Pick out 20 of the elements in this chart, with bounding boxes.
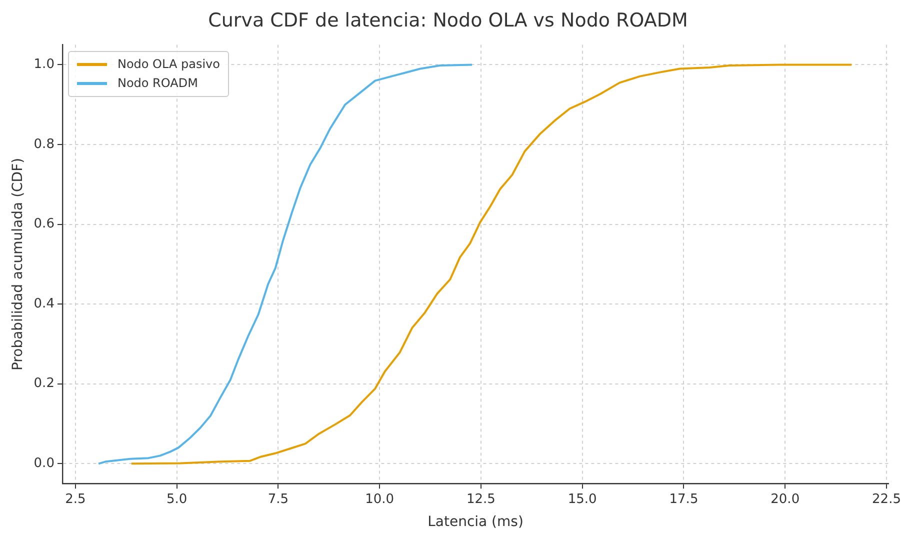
y-axis-title: Probabilidad acumulada (CDF)	[10, 158, 26, 371]
x-tick-label: 2.5	[65, 492, 86, 507]
legend-label: Nodo OLA pasivo	[117, 57, 220, 72]
y-tick-label: 0.8	[34, 136, 54, 152]
y-tick-label: 1.0	[34, 57, 54, 72]
x-tick-label: 17.5	[669, 492, 698, 507]
x-tick-label: 10.0	[365, 492, 394, 507]
y-tick-label: 0.6	[34, 216, 54, 232]
x-tick-label: 15.0	[568, 492, 597, 507]
x-tick-label: 7.5	[268, 492, 289, 507]
x-tick-label: 12.5	[466, 492, 496, 507]
legend-label: Nodo ROADM	[117, 76, 198, 90]
x-tick-label: 20.0	[770, 492, 800, 507]
x-tick-label: 5.0	[166, 492, 188, 507]
x-tick-label: 22.5	[872, 492, 901, 507]
y-tick-label: 0.4	[34, 296, 54, 312]
x-axis-title: Latencia (ms)	[428, 514, 524, 530]
chart-title: Curva CDF de latencia: Nodo OLA vs Nodo ROADM	[208, 9, 688, 32]
y-tick-label: 0.0	[34, 456, 54, 472]
y-tick-label: 0.2	[34, 376, 54, 392]
